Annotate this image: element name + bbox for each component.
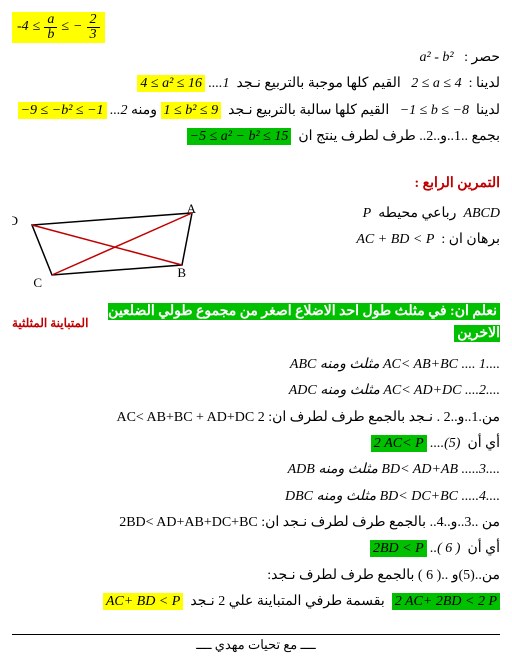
label-D: D (12, 213, 18, 228)
t4: أي أن 2 AC< P ....(5) (12, 433, 500, 455)
t5: ADB مثلث ومنه BD< AD+AB .....3.... (12, 459, 500, 481)
frac-a-b: a b (44, 13, 57, 42)
t3: من.1..و..2 . نـجد بالجمع طرف لطرف ان: 2 … (12, 407, 500, 429)
box-a2: 4 ≤ a² ≤ 16 (137, 75, 205, 92)
t6: DBC مثلث ومنه BD< DC+BC .....4.... (12, 486, 500, 508)
label-B: B (177, 265, 186, 280)
t1: ABC مثلث ومنه AC< AB+BC .... 1.... (12, 354, 500, 376)
hasr-line: حصر : a² - b² (12, 47, 500, 69)
label-A: A (187, 203, 197, 216)
ex4-l2: برهان ان : AC + BD < P (222, 229, 500, 251)
t2: ADC مثلث ومنه AC< AD+DC ....2.... (12, 380, 500, 402)
ex4-title: التمرين الرابع : (12, 173, 500, 195)
frac-2-3: 2 3 (87, 13, 100, 42)
side-label: المتباينة المثلثية (12, 316, 88, 331)
top-left: -4 (17, 16, 29, 38)
t7: من ..3..و..4.. بالجمع طرف لطرف نـجد ان: … (12, 512, 500, 534)
t10: 2 AC+ 2BD < 2 P بقسمة طرفي المتباينة علي… (12, 591, 500, 613)
top-inequality: -4 ≤ a b ≤ − 2 3 (12, 12, 500, 43)
box-result: −5 ≤ a² − b² ≤ 15 (187, 128, 292, 145)
box-b2a: 1 ≤ b² ≤ 9 (161, 102, 222, 119)
label-C: C (33, 275, 42, 288)
ex4-l1: ABCD رباعي محيطه P (222, 203, 500, 225)
box-b2b: −9 ≤ −b² ≤ −1 (18, 102, 107, 119)
quadrilateral-diagram: A B C D (12, 203, 222, 293)
line-1: لدينا : 2 ≤ a ≤ 4 القيم كلها موجبة بالتر… (12, 73, 500, 95)
line-2: لدينا −1 ≤ b ≤ −8 القيم كلها سالبة بالتر… (12, 100, 500, 122)
footer: ــــ مع تحيات مهدي ــــ (12, 634, 500, 653)
t9: من..(5)و ..( 6 ) بالجمع طرف لطرف نـجد: (12, 565, 500, 587)
line-3: بجمع ..1..و..2.. طرف لطرف ينتج ان −5 ≤ a… (12, 126, 500, 148)
theorem-line: نعلم ان: في مثلث طول احد الاضلاع اصغر من… (92, 301, 500, 346)
t8: أي أن 2BD < P ..( 6 ) (12, 538, 500, 560)
